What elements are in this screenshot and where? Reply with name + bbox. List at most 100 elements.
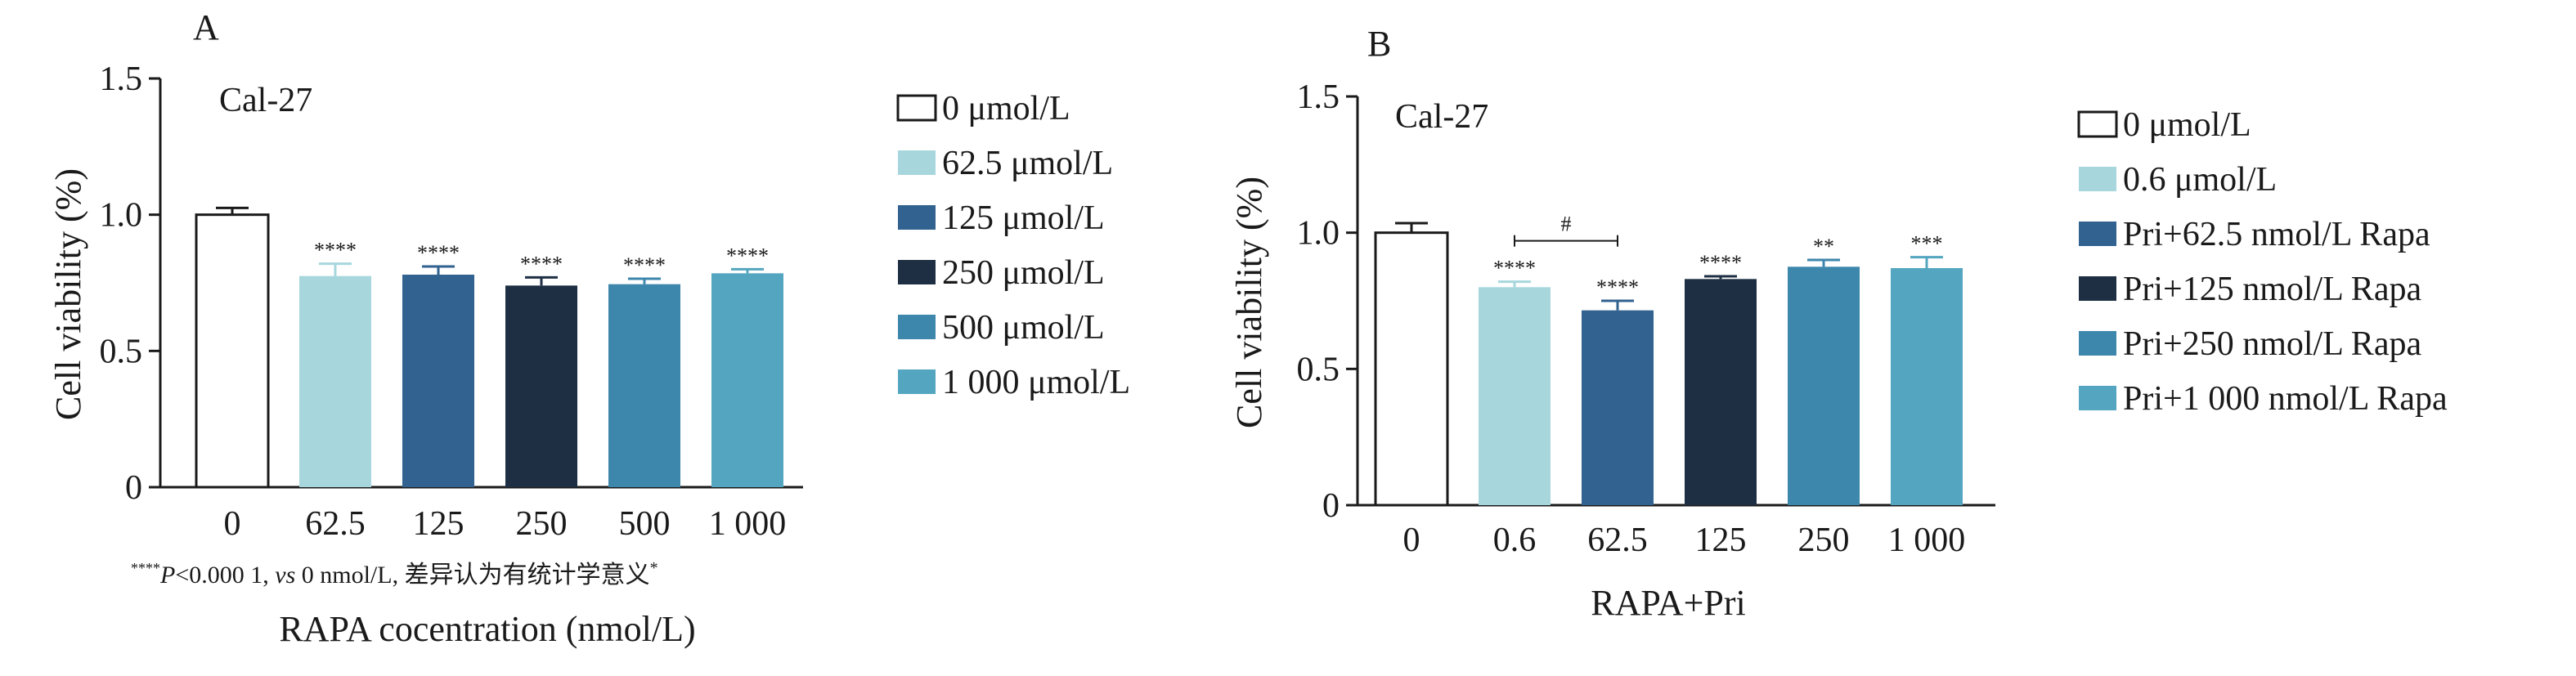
legend-label: Pri+62.5 nmol/L Rapa xyxy=(2123,216,2430,253)
legend-label: Pri+250 nmol/L Rapa xyxy=(2123,325,2421,363)
error-bar-5 xyxy=(1910,256,1943,268)
footnote-stars: **** xyxy=(131,560,160,576)
legend-swatch xyxy=(898,205,936,230)
x-tick-label: 1 000 xyxy=(1888,522,1966,559)
bar-0 xyxy=(1374,231,1449,507)
bracket-label: # xyxy=(1561,213,1572,236)
significance-label: *** xyxy=(1911,232,1943,256)
legend-swatch xyxy=(2079,331,2116,356)
footnote-sup: * xyxy=(650,559,658,577)
legend-swatch xyxy=(2079,167,2116,191)
bar-5 xyxy=(1891,268,1963,505)
panel-b-ylabel: Cell viability (%) xyxy=(1229,177,1269,428)
significance-label: ** xyxy=(1813,235,1834,258)
panel-b-xlabel: RAPA+Pri xyxy=(1591,583,1746,623)
footnote-vs: vs xyxy=(275,562,295,589)
legend-swatch xyxy=(898,260,936,284)
legend-item: 0.6 μmol/L xyxy=(2079,161,2277,199)
legend-label: 0 μmol/L xyxy=(942,90,1070,128)
panel-b-label: B xyxy=(1367,24,1391,64)
bar-1 xyxy=(299,275,371,487)
legend-label: Pri+125 nmol/L Rapa xyxy=(2123,271,2421,308)
legend-item: Pri+62.5 nmol/L Rapa xyxy=(2079,216,2430,253)
error-bar-3 xyxy=(525,275,558,286)
legend-label: Pri+1 000 nmol/L Rapa xyxy=(2123,380,2448,418)
significance-label: **** xyxy=(1493,257,1536,280)
legend-swatch xyxy=(898,369,936,394)
legend-item: 500 μmol/L xyxy=(898,309,1105,347)
footnote-main: <0.000 1, xyxy=(175,562,275,589)
x-tick-label: 0 xyxy=(1403,522,1420,559)
legend-label: 62.5 μmol/L xyxy=(942,145,1113,182)
legend-item: 1 000 μmol/L xyxy=(898,364,1130,401)
legend-label: 500 μmol/L xyxy=(942,309,1105,347)
legend-swatch xyxy=(898,315,936,339)
bar-5 xyxy=(711,273,783,487)
legend-swatch xyxy=(898,150,936,175)
bar-3 xyxy=(505,285,577,487)
y-tick-label: 1.0 xyxy=(1297,215,1340,253)
x-tick-label: 0.6 xyxy=(1493,522,1537,559)
error-bar-0 xyxy=(216,206,249,215)
legend-item: 125 μmol/L xyxy=(898,199,1105,237)
legend-swatch xyxy=(2079,386,2116,410)
legend-label: 0.6 μmol/L xyxy=(2123,161,2277,199)
legend-item: 0 μmol/L xyxy=(2077,106,2251,144)
panel-b: B Cal-27 Cell viability (%) RAPA+Pri 0 0.… xyxy=(1229,24,2448,623)
bar-1 xyxy=(1479,287,1551,505)
footnote-rest: 0 nmol/L, 差异认为有统计学意义 xyxy=(295,562,649,589)
error-bar-1 xyxy=(319,262,352,276)
panel-b-inner-title: Cal-27 xyxy=(1395,98,1488,136)
panel-a-legend: 0 μmol/L 62.5 μmol/L 125 μmol/L 250 μmol/L 5… xyxy=(896,90,1130,401)
legend-label: 250 μmol/L xyxy=(942,254,1105,292)
x-tick-label: 1 000 xyxy=(709,505,787,543)
legend-item: Pri+250 nmol/L Rapa xyxy=(2079,325,2421,363)
x-tick-label: 125 xyxy=(413,505,464,543)
panel-a-ylabel: Cell viability (%) xyxy=(48,168,88,420)
legend-item: Pri+125 nmol/L Rapa xyxy=(2079,271,2421,308)
legend-swatch xyxy=(2079,276,2116,301)
error-bar-5 xyxy=(731,267,764,274)
bar-3 xyxy=(1685,279,1757,505)
panel-a-inner-title: Cal-27 xyxy=(219,82,312,119)
panel-a-xlabel: RAPA cocentration (nmol/L) xyxy=(279,609,695,649)
panel-b-legend: 0 μmol/L 0.6 μmol/L Pri+62.5 nmol/L Rapa Pr… xyxy=(2077,106,2448,418)
x-tick-label: 250 xyxy=(1798,522,1850,559)
x-tick-label: 62.5 xyxy=(1587,522,1648,559)
error-bar-2 xyxy=(422,265,455,275)
y-tick-label: 1.5 xyxy=(1297,78,1340,116)
panel-a-label: A xyxy=(193,7,219,47)
significance-label: **** xyxy=(417,241,460,265)
panel-b-plot: 0 0.5 1.0 1.5 0 **** 0.6 **** 62.5 **** 125 ** 250 **… xyxy=(1297,78,1995,559)
significance-label: **** xyxy=(726,244,769,267)
legend-item: 250 μmol/L xyxy=(898,254,1105,292)
x-tick-label: 500 xyxy=(619,505,671,543)
error-bar-2 xyxy=(1601,299,1634,311)
bar-2 xyxy=(402,275,474,487)
panel-a: A Cal-27 Cell viability (%) RAPA cocentr… xyxy=(48,7,1130,649)
y-tick-label: 0.5 xyxy=(1297,351,1340,388)
x-tick-label: 125 xyxy=(1695,522,1747,559)
legend-item: 62.5 μmol/L xyxy=(898,145,1113,182)
y-tick-label: 1.0 xyxy=(100,197,143,235)
x-tick-label: 0 xyxy=(224,505,241,543)
bar-4 xyxy=(608,284,680,487)
legend-swatch xyxy=(896,94,937,122)
error-bar-0 xyxy=(1395,222,1428,233)
y-tick-label: 0 xyxy=(125,469,142,507)
legend-label: 1 000 μmol/L xyxy=(942,364,1130,401)
y-tick-label: 0 xyxy=(1322,487,1340,525)
bar-0 xyxy=(195,213,270,489)
legend-swatch xyxy=(2079,222,2116,246)
legend-swatch xyxy=(2077,110,2118,138)
legend-label: 125 μmol/L xyxy=(942,199,1105,237)
legend-item: 0 μmol/L xyxy=(896,90,1070,128)
panel-a-footnote: ****P<0.000 1, vs 0 nmol/L, 差异认为有统计学意义* xyxy=(131,559,658,589)
significance-label: **** xyxy=(1596,275,1639,299)
error-bar-4 xyxy=(628,277,661,284)
error-bar-4 xyxy=(1807,258,1840,267)
significance-label: **** xyxy=(314,239,357,262)
y-tick-label: 1.5 xyxy=(100,60,143,98)
comparison-bracket: # xyxy=(1514,213,1618,247)
